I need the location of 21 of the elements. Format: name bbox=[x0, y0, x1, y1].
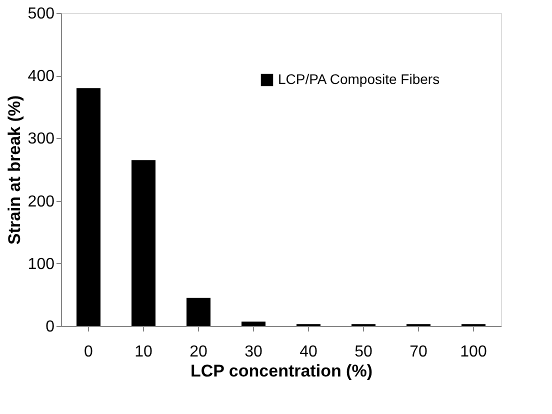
x-tick-label: 20 bbox=[190, 344, 208, 360]
x-tick-label: 30 bbox=[244, 344, 262, 360]
y-axis-title: Strain at break (%) bbox=[4, 95, 24, 245]
x-tick-label: 0 bbox=[84, 344, 94, 360]
y-tick-label: 500 bbox=[28, 6, 55, 22]
y-tick-label: 100 bbox=[28, 256, 55, 273]
legend-label: LCP/PA Composite Fibers bbox=[278, 71, 440, 87]
y-tick-label: 200 bbox=[28, 193, 55, 210]
bar bbox=[186, 298, 210, 326]
y-tick-label: 400 bbox=[28, 68, 55, 86]
bar bbox=[76, 88, 100, 326]
bar bbox=[242, 322, 266, 326]
y-tick-label: 300 bbox=[28, 130, 55, 148]
x-tick-label: 10 bbox=[134, 344, 152, 360]
x-tick-label: 100 bbox=[460, 344, 487, 360]
x-axis-title: LCP concentration (%) bbox=[190, 362, 372, 380]
x-tick-label: 40 bbox=[300, 344, 318, 360]
bar bbox=[132, 160, 156, 326]
y-tick-label: 0 bbox=[46, 318, 55, 336]
x-tick-label: 50 bbox=[354, 344, 372, 360]
x-tick-label: 70 bbox=[410, 344, 428, 360]
